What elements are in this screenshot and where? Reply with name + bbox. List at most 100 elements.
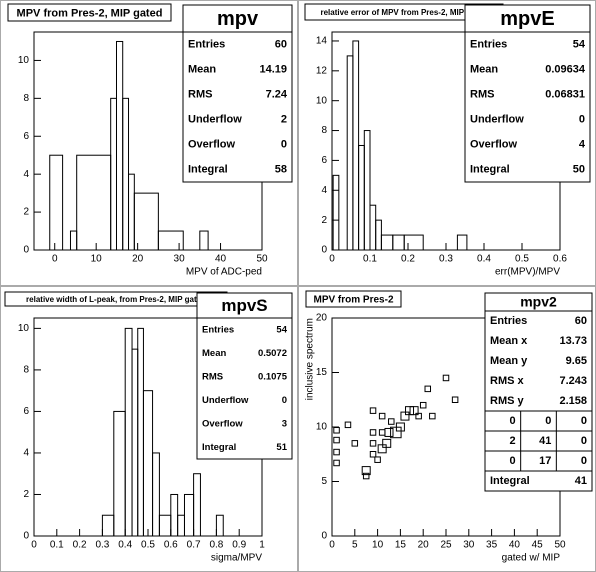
y-tick-label: 14 [316, 36, 328, 47]
histogram-bin [363, 130, 371, 251]
stats-value: 0.09634 [545, 63, 586, 75]
histogram-bin [456, 234, 468, 251]
x-tick-label: 35 [486, 540, 498, 551]
y-tick-label: 4 [23, 448, 29, 459]
y-tick-label: 0 [321, 245, 327, 256]
stats-title: mpvS [221, 296, 267, 315]
stats-label: Overflow [202, 418, 243, 429]
stats-value: 58 [275, 163, 287, 175]
x-tick-label: 0.5 [515, 254, 529, 265]
grid-cell: 0 [510, 455, 516, 467]
box-point [369, 440, 377, 447]
y-tick-label: 0 [23, 245, 29, 256]
y-tick-label: 4 [23, 169, 29, 180]
box-point [409, 406, 419, 416]
grid-cell: 0 [581, 455, 587, 467]
x-tick-label: 0.7 [187, 540, 201, 551]
x-tick-label: 0 [31, 540, 37, 551]
y-tick-label: 6 [23, 406, 29, 417]
x-tick-label: 0.5 [141, 540, 155, 551]
stats-value: 0.06831 [545, 88, 585, 100]
x-tick-label: 30 [463, 540, 475, 551]
box-point [333, 436, 340, 444]
stats-label: Integral [188, 163, 228, 175]
x-tick-label: 0.2 [401, 254, 415, 265]
x-tick-label: 0 [329, 540, 335, 551]
box-point [390, 426, 402, 439]
stats-label: Integral [470, 163, 510, 175]
pad: 0 0.1 0.2 0.3 0.4 0.5 0.6 0.7 0.8 0.9 10246810sigm… [0, 286, 298, 572]
box-point [369, 429, 377, 436]
y-tick-label: 10 [316, 422, 328, 433]
y-tick-label: 8 [23, 365, 29, 376]
stats-label: Underflow [188, 113, 242, 125]
stats-label: RMS y [490, 395, 525, 407]
pad-title: relative width of L-peak, from Pres-2, M… [26, 295, 206, 304]
stats-value: 14.19 [259, 63, 287, 75]
x-tick-label: 40 [215, 254, 227, 265]
stats-label: Integral [490, 475, 530, 487]
y-tick-label: 6 [23, 131, 29, 142]
x-tick-label: 25 [440, 540, 452, 551]
box-point [377, 444, 387, 454]
box-point [374, 456, 381, 463]
y-tick-label: 0 [23, 531, 29, 542]
box-point [378, 412, 386, 420]
histogram-bin [403, 234, 424, 251]
stats-value: 51 [276, 442, 287, 453]
histogram-bin [133, 192, 159, 251]
x-axis-label: err(MPV)/MPV [495, 267, 560, 278]
stats-label: RMS [470, 88, 494, 100]
x-tick-label: 5 [352, 540, 358, 551]
box-point [400, 411, 410, 421]
stats-value: 54 [573, 38, 586, 50]
x-tick-label: 0.4 [477, 254, 491, 265]
grid-cell: 2 [510, 435, 516, 447]
stats-value: 0.5072 [258, 348, 287, 359]
grid-cell: 17 [539, 455, 551, 467]
y-tick-label: 0 [321, 531, 327, 542]
stats-value: 60 [575, 315, 587, 327]
pad-title: MPV from Pres-2, MIP gated [17, 7, 163, 19]
box-point [333, 448, 340, 456]
box-point [395, 422, 405, 432]
stats-value: 50 [573, 163, 585, 175]
box-point [351, 440, 359, 447]
box-point [388, 418, 395, 425]
stats-title: mpvE [500, 8, 554, 30]
stats-label: Underflow [202, 395, 249, 406]
y-tick-label: 8 [321, 125, 327, 136]
box-point [429, 412, 436, 420]
histogram-bin [49, 154, 64, 251]
y-tick-label: 2 [23, 489, 29, 500]
y-tick-label: 4 [321, 185, 327, 196]
x-tick-label: 0 [329, 254, 335, 265]
title-box [305, 290, 402, 308]
stats-value: 54 [276, 324, 287, 335]
stats-label: RMS x [490, 375, 525, 387]
y-tick-label: 20 [316, 313, 328, 324]
grid-cell: 0 [510, 415, 516, 427]
stats-label: Overflow [470, 138, 518, 150]
histogram-bin [193, 473, 201, 537]
x-tick-label: 50 [554, 540, 566, 551]
y-tick-label: 10 [18, 323, 30, 334]
stats-value: 60 [275, 38, 287, 50]
y-tick-label: 6 [321, 155, 327, 166]
stats-label: Mean y [490, 355, 528, 367]
stats-value: 4 [579, 138, 586, 150]
box-point [382, 438, 392, 448]
stats-label: Entries [188, 38, 225, 50]
stats-value: 9.65 [566, 355, 587, 367]
y-tick-label: 8 [23, 93, 29, 104]
x-axis-label: gated w/ MIP [502, 553, 561, 564]
x-tick-label: 0.8 [209, 540, 223, 551]
box-point [419, 401, 427, 409]
stats-value: 13.73 [559, 335, 587, 347]
box-point [415, 412, 422, 420]
title-box [7, 3, 172, 22]
stats-box [484, 292, 593, 492]
x-tick-label: 0.4 [118, 540, 132, 551]
